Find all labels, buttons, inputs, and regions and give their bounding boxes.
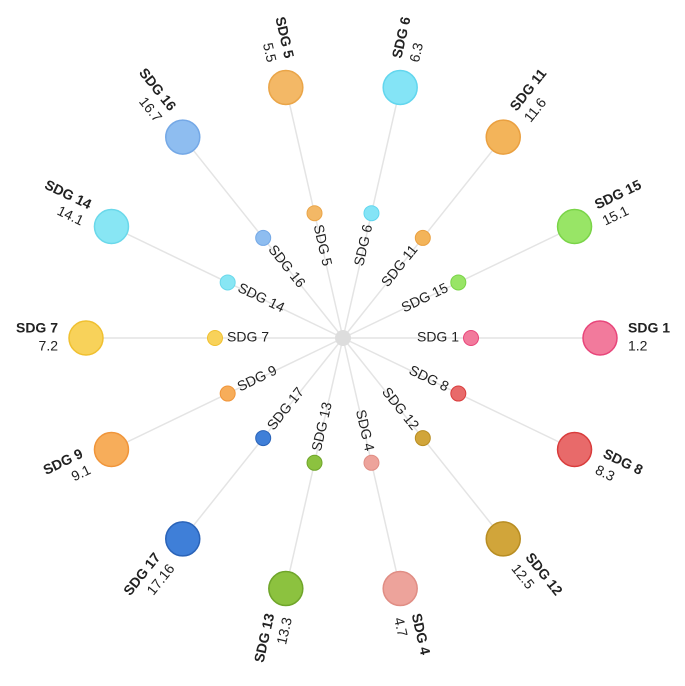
node-name: SDG 4 [409, 612, 434, 657]
node-value: 1.2 [628, 338, 648, 354]
outer-node [268, 570, 304, 607]
inner-node [255, 430, 272, 447]
inner-label: SDG 5 [311, 223, 336, 268]
node-name: SDG 1 [628, 320, 670, 336]
inner-node [414, 430, 431, 447]
inner-label: SDG 14 [236, 279, 288, 315]
inner-label: SDG 17 [263, 384, 307, 433]
hub [335, 330, 351, 346]
inner-node [255, 229, 272, 246]
outer-node [382, 570, 418, 607]
inner-label: SDG 11 [378, 241, 421, 289]
outer-node [582, 320, 618, 356]
inner-node [306, 454, 323, 471]
node-value: 6.3 [406, 41, 426, 64]
inner-label: SDG 13 [308, 400, 335, 452]
outer-node [485, 119, 521, 155]
node-value: 4.7 [391, 616, 411, 639]
inner-label: SDG 12 [379, 384, 423, 433]
inner-node [363, 205, 380, 222]
outer-node [485, 521, 521, 557]
inner-label: SDG 7 [227, 329, 269, 345]
inner-label: SDG 4 [353, 408, 378, 453]
node-value: 5.5 [260, 41, 280, 64]
inner-node [306, 205, 323, 222]
outer-node [268, 69, 304, 106]
node-value: 8.3 [593, 461, 618, 484]
inner-node [450, 274, 467, 291]
inner-node [219, 385, 236, 402]
outer-node [165, 119, 201, 155]
outer-node [93, 431, 130, 468]
outer-node [556, 431, 593, 468]
outer-label: SDG 7 7.2 [16, 320, 58, 354]
outer-node [68, 320, 104, 356]
node-value: 9.1 [69, 461, 94, 484]
inner-label: SDG 9 [234, 362, 279, 395]
inner-node [414, 229, 431, 246]
outer-label: SDG 88.3 [593, 445, 646, 484]
outer-label: SDG 66.3 [389, 15, 427, 64]
inner-label: SDG 6 [350, 223, 375, 268]
inner-label: SDG 15 [399, 279, 451, 315]
inner-node [363, 454, 380, 471]
node-value: 13.3 [273, 616, 295, 646]
outer-node [165, 521, 201, 557]
inner-node [450, 385, 467, 402]
inner-node [463, 330, 479, 346]
outer-label: SDG 55.5 [260, 15, 298, 64]
inner-label: SDG 1 [417, 329, 459, 345]
outer-label: SDG 99.1 [40, 445, 94, 484]
inner-node [207, 330, 223, 346]
inner-label: SDG 8 [407, 362, 452, 395]
inner-label: SDG 16 [265, 242, 309, 291]
outer-node [556, 208, 593, 245]
node-name: SDG 7 [16, 320, 58, 336]
inner-node [219, 274, 236, 291]
outer-node [93, 208, 130, 245]
outer-label: SDG 44.7 [391, 612, 434, 657]
outer-label: SDG 1 1.2 [628, 320, 670, 354]
node-value: 7.2 [39, 338, 59, 354]
outer-node [382, 69, 418, 106]
